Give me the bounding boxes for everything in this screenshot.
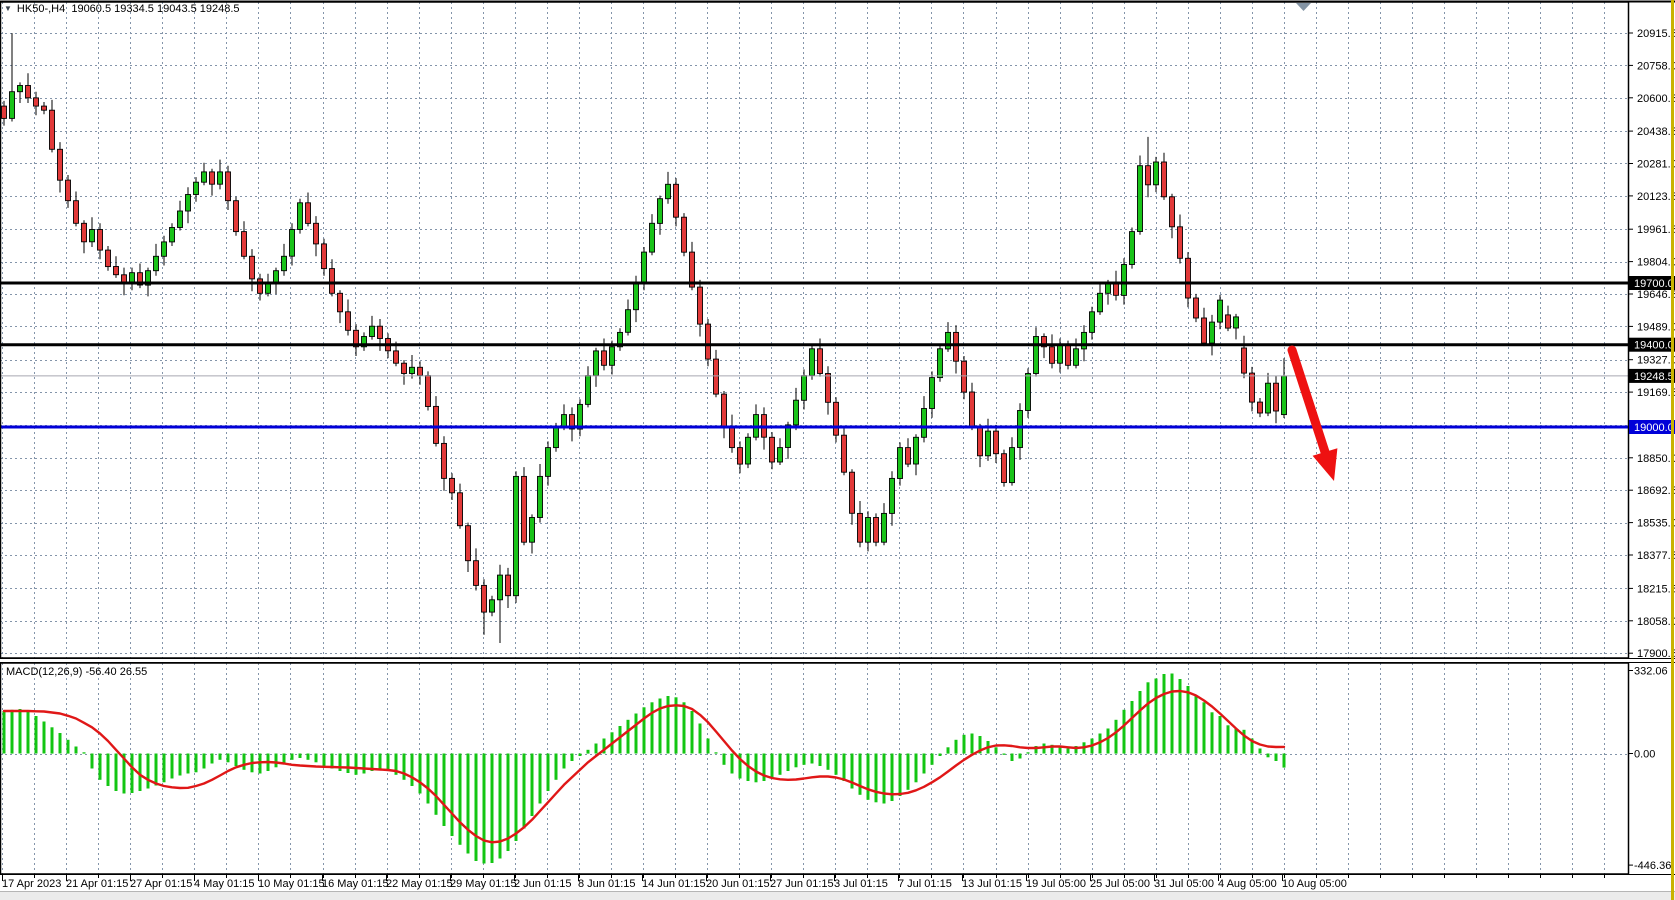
time-axis-label: 14 Jun 01:15 [642,878,706,890]
price-axis-label: 19804.0 [1637,257,1675,269]
symbol-dropdown-icon[interactable]: ▼ [4,4,12,13]
series-end-marker-icon [1296,3,1311,11]
svg-text:19248.5: 19248.5 [1634,371,1674,383]
svg-text:19400.0: 19400.0 [1634,340,1674,352]
time-axis-label: 20 Jun 01:15 [706,878,770,890]
right-edge-strip [1671,0,1674,900]
price-axis-label: 20281.0 [1637,159,1675,171]
svg-text:19700.0: 19700.0 [1634,278,1674,290]
price-axis-label: 19961.5 [1637,224,1675,236]
price-axis-label: 18692.5 [1637,485,1675,497]
time-axis-label: 29 May 01:15 [450,878,517,890]
time-axis-label: 4 Aug 05:00 [1218,878,1277,890]
time-axis-label: 27 Apr 01:15 [130,878,192,890]
price-axis-label: 20915.5 [1637,28,1675,40]
macd-histogram [2,673,1286,864]
price-axis-label: 19489.0 [1637,321,1675,333]
price-axis-label: 20438.5 [1637,126,1675,138]
time-axis-label: 3 Jul 01:15 [834,878,888,890]
time-axis-label: 19 Jul 05:00 [1026,878,1086,890]
time-axis-label: 17 Apr 2023 [2,878,61,890]
macd-axis-label: 0.00 [1634,749,1655,761]
time-axis-label: 21 Apr 01:15 [66,878,128,890]
time-axis-label: 25 Jul 05:00 [1090,878,1150,890]
trend-arrow[interactable] [1287,345,1338,481]
time-axis-label: 8 Jun 01:15 [578,878,636,890]
price-axis-label: 18058.0 [1637,616,1675,628]
time-axis-label: 13 Jul 01:15 [962,878,1022,890]
price-axis-label: 18215.5 [1637,583,1675,595]
time-axis-label: 10 May 01:15 [258,878,325,890]
time-axis-label: 4 May 01:15 [194,878,255,890]
svg-text:19000.0: 19000.0 [1634,422,1674,434]
price-axis-label: 19169.5 [1637,387,1675,399]
macd-signal-line [2,689,1286,844]
macd-axis-label: 332.06 [1634,666,1668,678]
price-axis-label: 20123.5 [1637,191,1675,203]
time-axis-label: 16 May 01:15 [322,878,389,890]
price-axis-label: 19646.5 [1637,289,1675,301]
price-axis-label: 18850.0 [1637,453,1675,465]
time-axis[interactable]: 17 Apr 2023 21 Apr 01:15 27 Apr 01:15 4 May… [2,875,1605,890]
price-axis-label: 18377.5 [1637,550,1675,562]
time-axis-label: 27 Jun 01:15 [770,878,834,890]
time-axis-label: 10 Aug 05:00 [1282,878,1347,890]
panel-borders [0,0,1675,875]
bottom-strip [0,891,1675,900]
price-axis-label: 17900.5 [1637,648,1675,660]
time-axis-label: 22 May 01:15 [386,878,453,890]
price-axis-label: 18535.0 [1637,518,1675,530]
symbol-ohlc-text: HK50-,H4 19060.5 19334.5 19043.5 19248.5 [16,3,240,15]
macd-axis-label: -446.36 [1634,860,1671,872]
price-axis[interactable]: 20915.5 20758.0 20600.5 20438.5 20281.0 20123… [1628,28,1675,872]
time-axis-label: 2 Jun 01:15 [514,878,572,890]
time-axis-label: 31 Jul 05:00 [1154,878,1214,890]
symbol-ohlc-label: ▼ HK50-,H4 19060.5 19334.5 19043.5 19248.… [4,3,240,15]
price-axis-label: 20758.0 [1637,60,1675,72]
time-axis-label: 7 Jul 01:15 [898,878,952,890]
macd-indicator-label: MACD(12,26,9) -56.40 26.55 [6,666,148,678]
price-axis-label: 20600.5 [1637,93,1675,105]
price-label-boxes: 19700.0 19400.0 19000.0 19248.5 [1629,276,1675,434]
window-top-edge [0,0,1675,1]
price-axis-label: 19327.0 [1637,355,1675,367]
